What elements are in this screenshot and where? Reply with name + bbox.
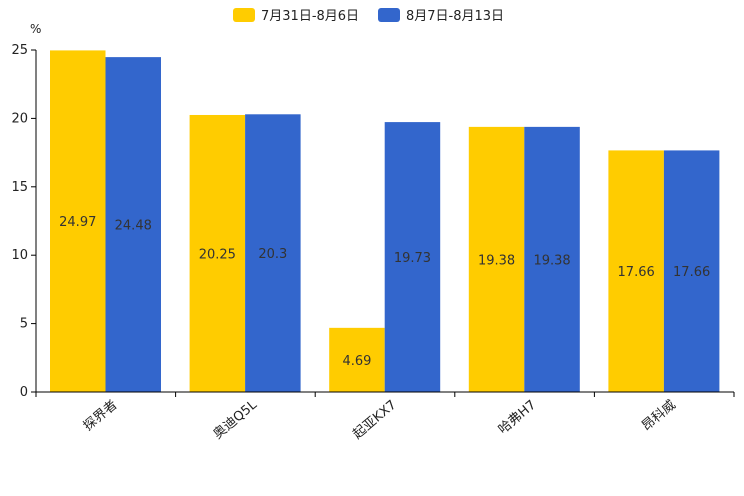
data-label: 20.3: [258, 247, 287, 262]
bars: [50, 50, 720, 393]
legend-swatch-2: [378, 8, 400, 22]
data-label: 24.97: [59, 215, 96, 230]
bar: [524, 126, 580, 393]
data-label: 19.38: [478, 253, 515, 268]
legend: 7月31日-8月6日 8月7日-8月13日: [233, 8, 504, 24]
x-tick-label: 探界者: [81, 398, 121, 435]
data-label: 17.66: [673, 265, 710, 280]
bar: [189, 114, 246, 392]
y-unit-label: %: [30, 22, 41, 36]
x-tick-label: 哈弗H7: [496, 398, 539, 438]
data-label: 19.73: [394, 251, 431, 266]
data-labels: 24.97 24.48 20.25 20.3 4.69 19.73 19.38 19.38 17…: [59, 215, 710, 369]
legend-label-2: 8月7日-8月13日: [406, 9, 504, 24]
data-label: 4.69: [342, 354, 371, 369]
bar: [468, 126, 525, 393]
legend-label-1: 7月31日-8月6日: [261, 9, 359, 24]
x-tick-label: 起亚KX7: [350, 398, 399, 443]
bar: [384, 122, 441, 392]
legend-swatch-1: [233, 8, 255, 22]
bar: [608, 150, 664, 392]
x-tick-label: 昂科威: [639, 398, 679, 435]
bar: [245, 114, 301, 393]
bar: [663, 150, 720, 392]
y-tick-label: 25: [11, 43, 28, 58]
bar: [50, 50, 106, 392]
data-label: 20.25: [199, 247, 236, 262]
y-tick-label: 5: [20, 317, 28, 332]
y-tick-label: 20: [11, 111, 28, 126]
y-tick-label: 0: [20, 385, 28, 400]
data-label: 17.66: [618, 265, 655, 280]
x-tick-label: 奥迪Q5L: [211, 397, 261, 442]
x-axis: 探界者 奥迪Q5L 起亚KX7 哈弗H7 昂科威: [35, 391, 735, 443]
y-tick-label: 10: [11, 248, 28, 263]
bar: [105, 57, 161, 393]
y-tick-label: 15: [11, 180, 28, 195]
data-label: 19.38: [533, 253, 570, 268]
y-axis: 0 5 10 15 20 25: [11, 43, 37, 400]
bar: [329, 327, 385, 392]
data-label: 24.48: [115, 219, 152, 234]
